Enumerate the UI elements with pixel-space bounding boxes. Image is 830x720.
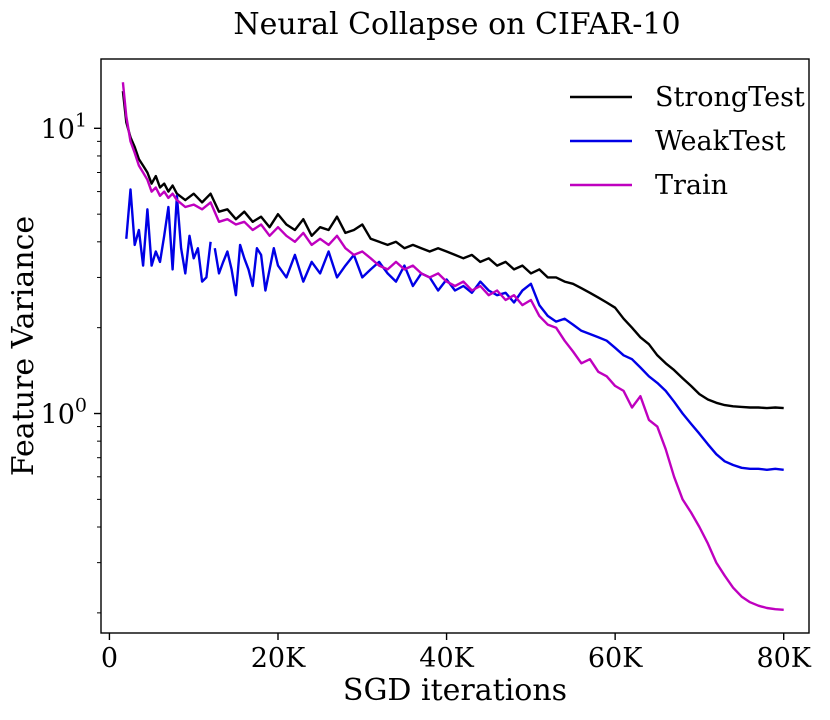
y-axis: 100 101: [41, 109, 101, 614]
series-line-weaktest: [125, 188, 784, 471]
series-line-strongtest: [121, 90, 784, 410]
x-tick-label: 80K: [756, 643, 811, 674]
series-line-train: [121, 82, 784, 611]
y-tick-label: 100: [41, 395, 87, 431]
x-tick-label: 40K: [419, 643, 474, 674]
x-axis-label: SGD iterations: [343, 673, 567, 708]
legend-label-strongtest: StrongTest: [655, 82, 805, 113]
plot-lines: [121, 82, 784, 611]
y-axis-label: Feature Variance: [6, 216, 41, 476]
x-tick-label: 60K: [588, 643, 643, 674]
x-tick-label: 0: [101, 643, 118, 674]
chart-title: Neural Collapse on CIFAR-10: [233, 7, 680, 42]
x-tick-label: 20K: [251, 643, 306, 674]
legend: StrongTest WeakTest Train: [570, 82, 805, 201]
legend-label-train: Train: [655, 170, 728, 201]
plot-frame: [100, 58, 810, 634]
x-axis: 0 20K 40K 60K 80K: [101, 633, 812, 674]
y-tick-label: 101: [41, 109, 87, 145]
legend-label-weaktest: WeakTest: [655, 126, 786, 157]
